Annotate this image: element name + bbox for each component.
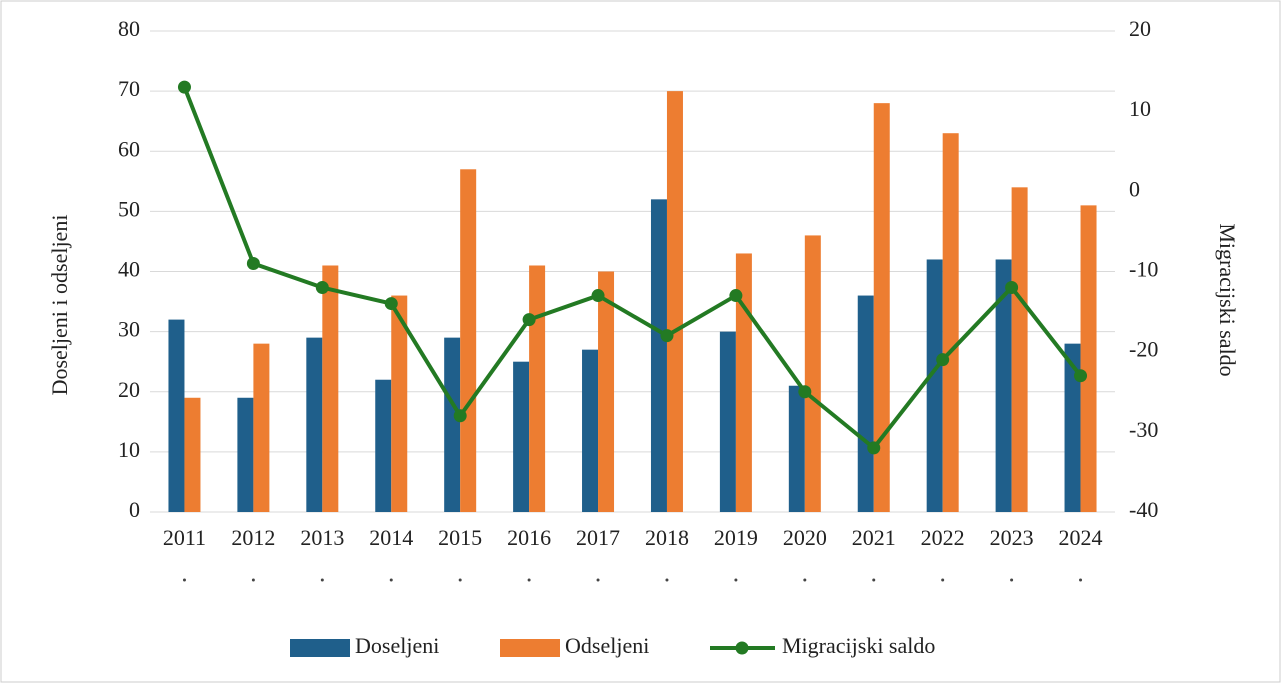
y2-tick-label: -30	[1129, 417, 1158, 442]
line-marker	[660, 329, 674, 343]
bar	[582, 349, 599, 512]
bar	[237, 397, 254, 512]
x-tick-dot	[803, 578, 807, 582]
y2-tick-label: -10	[1129, 257, 1158, 282]
bar	[444, 337, 461, 512]
x-tick-label: 2016	[507, 525, 551, 550]
bar	[168, 319, 185, 512]
bar	[598, 271, 615, 512]
y-tick-label: 70	[118, 76, 140, 101]
y2-tick-label: 10	[1129, 96, 1151, 121]
legend-label: Odseljeni	[565, 633, 649, 658]
bar	[1011, 187, 1028, 512]
x-tick-dot	[251, 578, 255, 582]
y2-tick-label: -40	[1129, 497, 1158, 522]
bar	[926, 259, 943, 512]
bar	[873, 103, 890, 513]
x-tick-label: 2019	[714, 525, 758, 550]
bar	[857, 295, 874, 512]
y2-axis-label: Migracijski saldo	[1215, 223, 1240, 376]
x-tick-dot	[389, 578, 393, 582]
x-tick-label: 2023	[990, 525, 1034, 550]
x-tick-dot	[1079, 578, 1083, 582]
x-tick-label: 2014	[369, 525, 413, 550]
line-marker	[453, 409, 467, 423]
x-tick-label: 2018	[645, 525, 689, 550]
legend-swatch-marker	[735, 641, 749, 655]
bar	[529, 265, 546, 512]
bar	[322, 265, 339, 512]
line-marker	[591, 289, 605, 303]
y-tick-label: 60	[118, 136, 140, 161]
bar	[253, 343, 270, 512]
legend-label: Migracijski saldo	[782, 633, 935, 658]
x-tick-label: 2017	[576, 525, 620, 550]
x-tick-label: 2011	[163, 525, 206, 550]
y-tick-label: 10	[118, 437, 140, 462]
y-axis-label: Doseljeni i odseljeni	[47, 215, 72, 396]
y-tick-label: 50	[118, 196, 140, 221]
line-marker	[315, 281, 329, 295]
y-tick-label: 30	[118, 317, 140, 342]
y-tick-label: 80	[118, 16, 140, 41]
line-marker	[867, 441, 881, 455]
x-tick-dot	[734, 578, 738, 582]
bar	[650, 199, 667, 512]
line-marker	[936, 353, 950, 367]
x-tick-label: 2021	[852, 525, 896, 550]
bar	[1064, 343, 1081, 512]
bar	[1080, 205, 1097, 513]
line-marker	[1074, 369, 1088, 383]
x-tick-label: 2015	[438, 525, 482, 550]
bar	[306, 337, 323, 512]
bar	[460, 169, 477, 512]
line-marker	[384, 297, 398, 311]
x-tick-label: 2020	[783, 525, 827, 550]
y2-tick-label: -20	[1129, 337, 1158, 362]
bar	[391, 295, 408, 512]
x-tick-label: 2022	[921, 525, 965, 550]
x-tick-label: 2013	[300, 525, 344, 550]
line-marker	[798, 385, 812, 399]
x-tick-label: 2012	[231, 525, 275, 550]
bar	[666, 91, 683, 512]
legend-swatch	[290, 639, 350, 657]
x-tick-dot	[872, 578, 876, 582]
line-marker	[177, 80, 191, 94]
line-marker	[729, 289, 743, 303]
bar	[375, 379, 392, 512]
legend-swatch	[500, 639, 560, 657]
line-marker	[522, 313, 536, 327]
y2-tick-label: 0	[1129, 176, 1140, 201]
line	[182, 86, 1083, 450]
x-tick-dot	[527, 578, 531, 582]
x-tick-dot	[458, 578, 462, 582]
x-tick-dot	[941, 578, 945, 582]
y-tick-label: 20	[118, 377, 140, 402]
x-tick-dot	[596, 578, 600, 582]
bar	[788, 385, 805, 512]
bar	[513, 361, 530, 512]
x-tick-label: 2024	[1059, 525, 1103, 550]
x-tick-dot	[182, 578, 186, 582]
bar	[184, 397, 201, 512]
bar	[719, 331, 736, 512]
y-tick-label: 40	[118, 257, 140, 282]
x-tick-dot	[320, 578, 324, 582]
bar	[942, 133, 959, 512]
y2-tick-label: 20	[1129, 16, 1151, 41]
bar	[804, 235, 821, 513]
line-marker	[1005, 281, 1019, 295]
x-tick-dot	[665, 578, 669, 582]
bar	[995, 259, 1012, 512]
y-tick-label: 0	[129, 497, 140, 522]
x-tick-dot	[1010, 578, 1014, 582]
bar	[735, 253, 752, 512]
line-marker	[246, 256, 260, 270]
legend-label: Doseljeni	[355, 633, 439, 658]
